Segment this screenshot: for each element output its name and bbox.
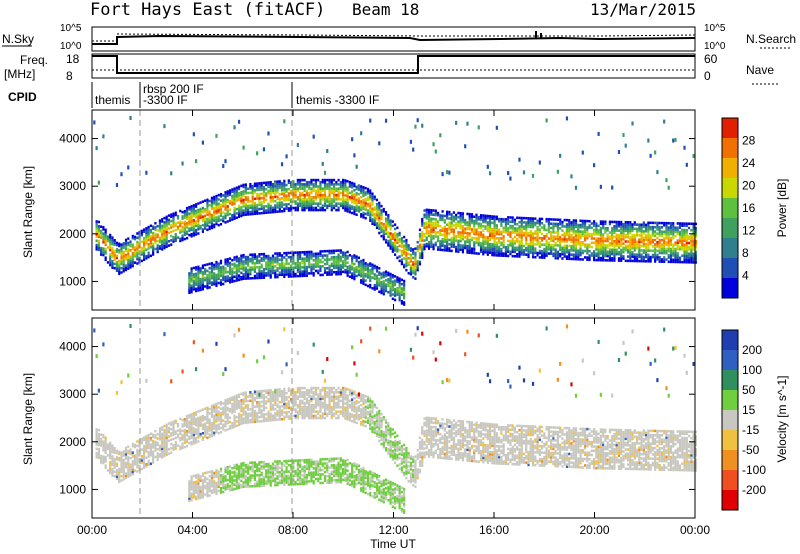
colorbar-tick-label: 8: [742, 246, 749, 260]
cpid-segment-1: themis: [95, 93, 130, 107]
velocity-frame: [91, 317, 696, 519]
colorbar-tick-label: 15: [742, 403, 756, 417]
nave-tick-bottom: 0: [704, 69, 711, 83]
freq-panel: Freq. [MHz] 18 8 60 0 Nave: [4, 52, 780, 85]
cpid-label: CPID: [8, 90, 37, 104]
y-tick-label: 4000: [59, 132, 86, 146]
colorbar-swatch: [722, 370, 738, 391]
x-axis: 00:00 04:00 08:00 12:00 16:00 20:00 00:00: [77, 110, 710, 537]
colorbar-swatch: [722, 490, 738, 511]
velocity-data-cells: [93, 323, 697, 514]
power-colorbar-label: Power [dB]: [775, 179, 789, 238]
colorbar-tick-label: 12: [742, 224, 756, 238]
x-tick-label: 20:00: [579, 523, 609, 537]
nave-label: Nave: [746, 63, 774, 77]
y-tick-label: 1000: [59, 482, 86, 496]
power-panel: 1000 2000 3000 4000 Slant Range [km] 4 8 12 16…: [21, 109, 789, 311]
colorbar-tick-label: 100: [742, 363, 762, 377]
colorbar-swatch: [722, 258, 738, 279]
colorbar-tick-label: -100: [742, 463, 766, 477]
date-label: 13/Mar/2015: [590, 0, 696, 19]
colorbar-swatch: [722, 218, 738, 239]
colorbar-tick-label: 200: [742, 343, 762, 357]
colorbar-swatch: [722, 118, 738, 139]
beam-label: Beam 18: [352, 0, 419, 19]
freq-unit: [MHz]: [4, 67, 35, 81]
y-tick-label: 3000: [59, 387, 86, 401]
freq-trace: [92, 55, 695, 74]
x-tick-label: 00:00: [77, 523, 107, 537]
colorbar-swatch: [722, 450, 738, 471]
x-axis-label: Time UT: [370, 537, 416, 551]
velocity-colorbar-label: Velocity [m s^-1]: [775, 376, 789, 463]
cpid-segment-2: rbsp 200 IF: [143, 82, 204, 96]
nsky-tick-top: 10^5: [60, 23, 82, 34]
x-tick-label: 16:00: [479, 523, 509, 537]
power-data-cells: [93, 115, 697, 306]
nsky-panel: N.Sky 10^5 10^0 10^5 10^0 N.Search: [2, 23, 796, 52]
y-tick-label: 3000: [59, 179, 86, 193]
colorbar-tick-label: 28: [742, 134, 756, 148]
colorbar-swatch: [722, 330, 738, 351]
colorbar-tick-label: 50: [742, 383, 756, 397]
colorbar-tick-label: -15: [742, 423, 760, 437]
y-tick-label: 1000: [59, 274, 86, 288]
velocity-colorbar: 200 100 50 15 -15 -50 -100 -200: [721, 329, 766, 511]
colorbar-tick-label: -50: [742, 443, 760, 457]
power-ylabel: Slant Range [km]: [21, 166, 35, 258]
x-tick-label: 12:00: [378, 523, 408, 537]
nave-tick-top: 60: [704, 52, 718, 66]
colorbar-swatch: [722, 470, 738, 491]
y-tick-label: 2000: [59, 435, 86, 449]
nsky-label: N.Sky: [2, 32, 34, 46]
x-tick-label: 04:00: [177, 523, 207, 537]
nsky-trace: [92, 34, 696, 45]
colorbar-swatch: [722, 198, 738, 219]
colorbar-tick-label: -200: [742, 483, 766, 497]
cpid-segment-4: themis -3300 IF: [296, 93, 379, 107]
x-tick-label: 08:00: [278, 523, 308, 537]
power-frame: [91, 109, 696, 311]
nsearch-trace: [92, 33, 696, 42]
freq-tick-bottom: 8: [66, 69, 73, 83]
velocity-ylabel: Slant Range [km]: [21, 373, 35, 465]
cpid-segment-3: -3300 IF: [143, 93, 188, 107]
colorbar-tick-label: 24: [742, 156, 756, 170]
y-tick-label: 2000: [59, 227, 86, 241]
colorbar-swatch: [722, 158, 738, 179]
colorbar-swatch: [722, 278, 738, 299]
colorbar-swatch: [722, 390, 738, 411]
x-tick-label: 00:00: [680, 523, 710, 537]
colorbar-swatch: [722, 350, 738, 371]
nsearch-tick-top: 10^5: [704, 23, 726, 34]
colorbar-swatch: [722, 430, 738, 451]
power-colorbar: 4 8 12 16 20 24 28: [721, 117, 756, 299]
colorbar-swatch: [722, 238, 738, 259]
y-tick-label: 4000: [59, 340, 86, 354]
colorbar-swatch: [722, 138, 738, 159]
colorbar-swatch: [722, 178, 738, 199]
station-title: Fort Hays East (fitACF): [90, 0, 325, 20]
colorbar-tick-label: 16: [742, 201, 756, 215]
nsearch-tick-bottom: 10^0: [704, 41, 726, 52]
colorbar-tick-label: 20: [742, 179, 756, 193]
cpid-row: CPID themis rbsp 200 IF -3300 IF themis …: [8, 82, 379, 108]
freq-tick-top: 18: [66, 52, 80, 66]
velocity-panel: 1000 2000 3000 4000 Slant Range [km] 200 100…: [21, 317, 789, 519]
nsearch-label: N.Search: [746, 32, 796, 46]
nsky-tick-bottom: 10^0: [60, 41, 82, 52]
colorbar-tick-label: 4: [742, 269, 749, 283]
freq-label: Freq.: [20, 53, 48, 67]
colorbar-swatch: [722, 410, 738, 431]
